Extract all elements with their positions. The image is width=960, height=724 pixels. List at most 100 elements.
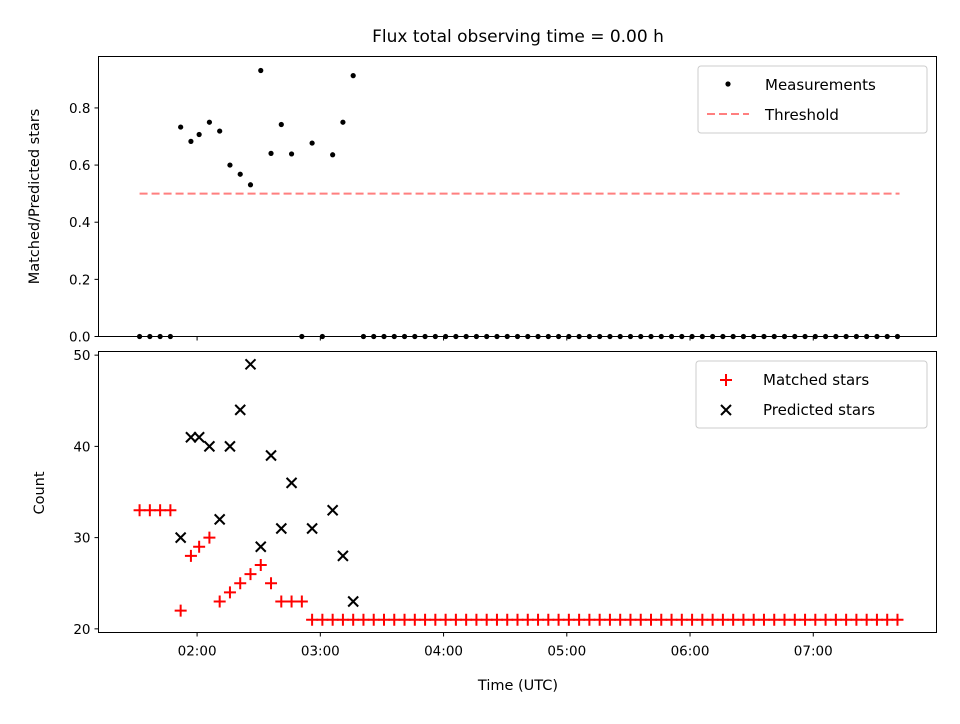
measurement-point — [278, 121, 284, 128]
predicted-star-point — [275, 522, 288, 535]
predicted-star-point — [244, 358, 257, 370]
matched-star-point — [860, 613, 873, 626]
matched-star-point — [768, 613, 781, 626]
matched-star-point — [357, 613, 370, 626]
matched-star-point — [614, 613, 627, 626]
measurement-point — [178, 124, 184, 130]
matched-star-point — [737, 613, 750, 626]
measurement-point — [217, 128, 223, 134]
matched-star-point — [143, 504, 156, 517]
matched-star-point — [881, 613, 894, 626]
x-tick-label: 07:00 — [794, 644, 833, 660]
matched-star-point — [521, 613, 534, 626]
matched-star-point — [336, 613, 349, 626]
matched-star-point — [675, 613, 688, 626]
matched-star-point — [316, 613, 329, 626]
matched-star-point — [347, 613, 360, 626]
measurement-point — [268, 150, 274, 156]
bottom-y-tick-label: 30 — [73, 531, 90, 547]
top-y-tick-label: 0.8 — [69, 101, 90, 117]
bottom-legend-box — [695, 360, 928, 429]
x-tick-label: 06:00 — [671, 644, 710, 660]
predicted-star-point — [326, 504, 339, 516]
matched-star-point — [326, 613, 339, 626]
predicted-star-point — [265, 449, 277, 462]
measurement-point — [247, 182, 254, 188]
matched-star-point — [388, 613, 401, 626]
matched-star-point — [480, 613, 493, 626]
matched-star-point — [891, 613, 904, 626]
matched-star-point — [840, 613, 853, 626]
matched-star-point — [244, 568, 257, 581]
matched-star-point — [265, 577, 278, 590]
matched-star-point — [184, 549, 197, 562]
measurement-point — [227, 162, 233, 168]
matched-star-point — [193, 540, 206, 553]
measurement-point — [288, 151, 295, 157]
matched-star-point — [306, 613, 319, 626]
matched-star-point — [706, 613, 719, 626]
measurement-point — [196, 131, 202, 138]
predicted-star-point — [337, 550, 349, 562]
top-y-tick-label: 0.4 — [69, 215, 90, 231]
matched-star-point — [234, 577, 247, 590]
matched-star-point — [603, 613, 616, 626]
matched-star-point — [408, 613, 421, 626]
predicted-star-point — [234, 404, 246, 416]
legend-matched-label: Matched stars — [763, 371, 869, 389]
matched-star-point — [819, 613, 832, 626]
measurement-point — [309, 140, 315, 146]
top-y-tick-label: 0.0 — [69, 330, 90, 346]
matched-star-point — [460, 613, 473, 626]
matched-star-point — [645, 613, 658, 626]
matched-star-point — [552, 613, 565, 626]
matched-star-point — [439, 613, 452, 626]
matched-star-point — [154, 504, 167, 517]
predicted-star-point — [347, 595, 359, 608]
bottom-legend: Matched stars Predicted stars — [695, 360, 928, 429]
matched-star-point — [398, 613, 411, 626]
matched-star-point — [285, 595, 298, 608]
matched-star-point — [655, 613, 668, 626]
predicted-star-point — [174, 531, 187, 544]
measurement-point — [340, 119, 346, 125]
predicted-star-point — [285, 477, 298, 489]
measurement-point — [258, 67, 264, 74]
bottom-axes-frame — [98, 351, 937, 633]
matched-star-point — [542, 613, 555, 626]
matched-star-point — [757, 613, 770, 626]
matched-star-point — [377, 613, 390, 626]
matched-star-point — [788, 613, 801, 626]
matched-star-point — [634, 613, 647, 626]
top-legend: Measurements Threshold — [697, 65, 928, 134]
matched-star-point — [419, 613, 432, 626]
matched-star-point — [716, 613, 729, 626]
matched-star-point — [254, 558, 267, 571]
chart-title: Flux total observing time = 0.00 h — [372, 27, 664, 47]
legend-predicted-marker — [720, 404, 732, 416]
matched-star-point — [501, 613, 514, 626]
measurement-point — [237, 171, 243, 177]
x-tick-label: 02:00 — [178, 644, 217, 660]
legend-matched-marker — [720, 374, 732, 386]
matched-star-point — [203, 531, 216, 544]
measurement-point — [188, 138, 194, 144]
predicted-star-point — [306, 522, 318, 535]
matched-star-point — [583, 613, 596, 626]
top-axes-frame — [98, 56, 937, 337]
matched-star-point — [870, 613, 883, 626]
bottom-y-tick-label: 20 — [73, 622, 90, 638]
predicted-star-point — [185, 431, 197, 443]
x-tick-label: 03:00 — [301, 644, 340, 660]
legend-predicted-label: Predicted stars — [763, 401, 875, 419]
matched-star-point — [295, 595, 308, 608]
matched-star-point — [850, 613, 863, 626]
top-legend-box — [697, 65, 928, 134]
predicted-star-point — [213, 513, 226, 526]
matched-star-point — [799, 613, 812, 626]
top-y-tick-label: 0.6 — [69, 158, 90, 174]
matched-star-point — [275, 595, 288, 608]
matched-star-point — [511, 613, 524, 626]
matched-star-point — [490, 613, 503, 626]
